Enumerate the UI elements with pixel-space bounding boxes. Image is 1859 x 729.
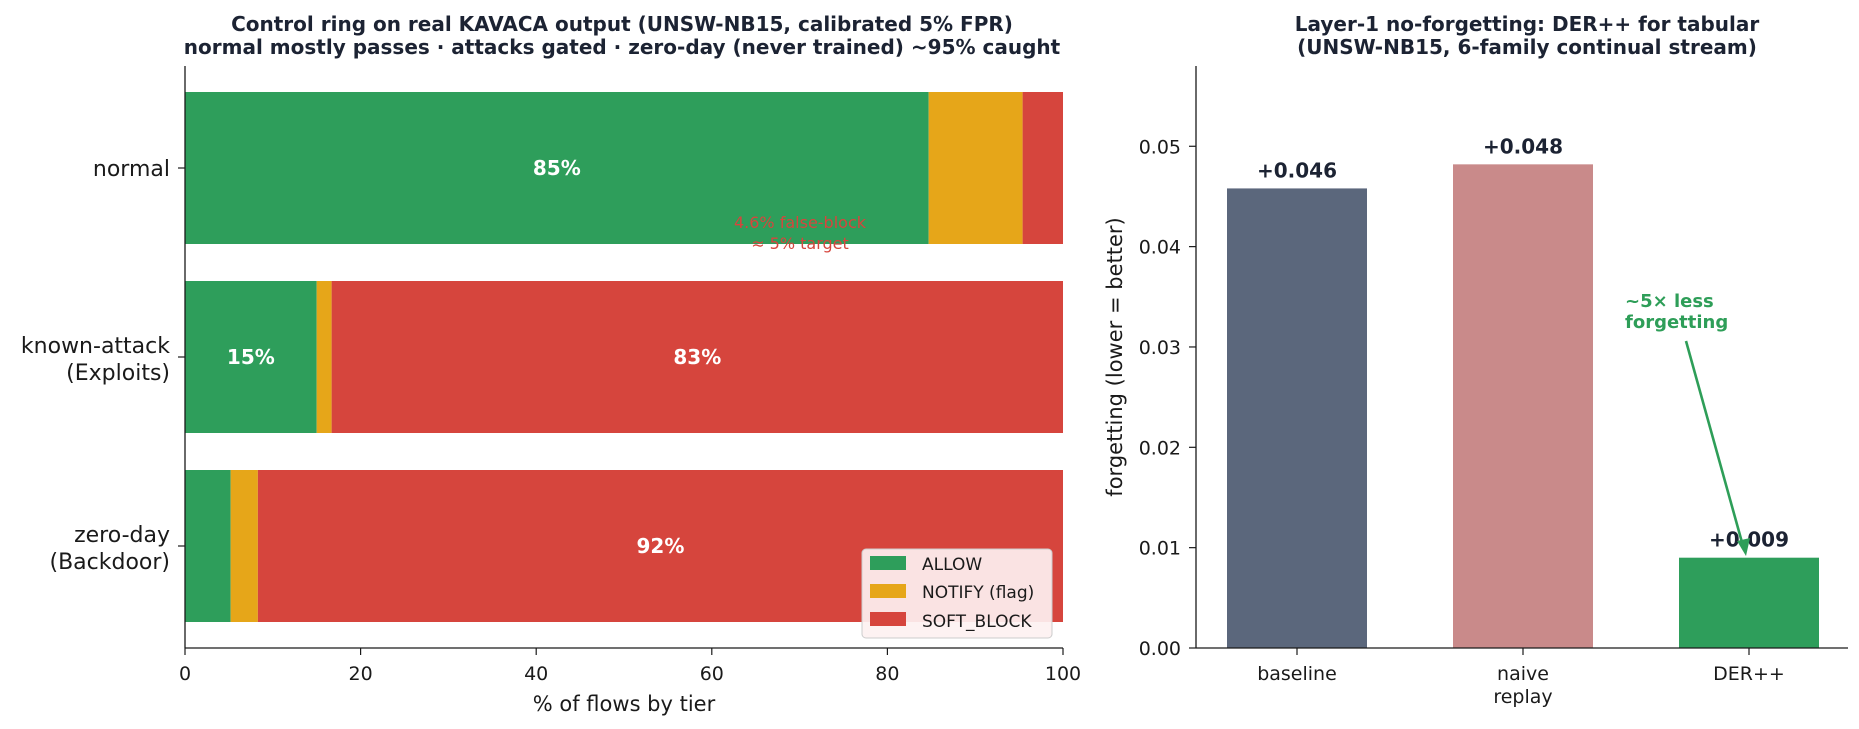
right-y-tick-label: 0.03 [1139, 337, 1181, 359]
left-bars [185, 92, 1064, 622]
row-sublabel: (Exploits) [66, 361, 170, 386]
bar-segment-notify-row-0 [928, 92, 1023, 244]
row-sublabel: (Backdoor) [49, 550, 170, 575]
left-x-axis-label: % of flows by tier [533, 692, 716, 716]
right-x-tick-label: DER++ [1713, 663, 1785, 685]
right-y-tick-label: 0.05 [1139, 136, 1181, 158]
right-y-tick-label: 0.04 [1139, 237, 1181, 259]
left-x-tick-label: 0 [179, 663, 191, 685]
right-y-axis-label: forgetting (lower = better) [1103, 217, 1127, 496]
left-bar-labels: 85% 15% 83% 92% [227, 156, 721, 558]
bar-percent-label: 85% [533, 156, 581, 180]
right-y-ticks: 0.00 0.01 0.02 0.03 0.04 0.05 [1139, 136, 1196, 660]
left-x-tick-label: 60 [700, 663, 724, 685]
bar-segment-notify-row-2 [230, 470, 258, 622]
legend: ALLOW NOTIFY (flag) SOFT_BLOCK [861, 548, 1053, 639]
right-y-tick-label: 0.00 [1139, 638, 1181, 660]
right-chart-subtitle: (UNSW-NB15, 6-family continual stream) [1297, 35, 1757, 59]
left-x-ticks: 0 20 40 60 80 100 [179, 648, 1081, 685]
right-x-tick-label: naive [1497, 663, 1549, 685]
less-forgetting-annotation-line1: ~5× less [1625, 291, 1714, 312]
row-label: normal [93, 157, 170, 182]
left-x-tick-label: 40 [524, 663, 548, 685]
false-block-annotation-line1: 4.6% false-block [734, 213, 867, 232]
legend-swatch-notify [870, 584, 906, 598]
false-block-annotation-line2: ≈ 5% target [751, 234, 849, 253]
right-x-tick-label: baseline [1257, 663, 1337, 685]
row-label: zero-day [74, 523, 170, 548]
left-x-tick-label: 80 [875, 663, 899, 685]
right-bars [1227, 164, 1819, 648]
legend-label-allow: ALLOW [922, 555, 982, 575]
left-x-tick-label: 100 [1045, 663, 1081, 685]
bar-percent-label: 83% [673, 345, 721, 369]
left-chart-title: Control ring on real KAVACA output (UNSW… [231, 12, 1013, 36]
forgetting-bar-1 [1453, 164, 1593, 648]
annotation-arrow-head [1737, 538, 1750, 556]
legend-label-notify: NOTIFY (flag) [922, 583, 1034, 603]
right-y-tick-label: 0.01 [1139, 538, 1181, 560]
bar-segment-allow-row-1 [185, 281, 317, 433]
less-forgetting-annotation-line2: forgetting [1625, 312, 1728, 333]
tier-distribution-chart: Control ring on real KAVACA output (UNSW… [21, 12, 1081, 716]
bar-percent-label: 15% [227, 345, 275, 369]
bar-segment-soft-block-row-1 [331, 281, 1064, 433]
bar-percent-label: 92% [636, 534, 684, 558]
row-label: known-attack [21, 334, 170, 359]
forgetting-value-label: +0.046 [1257, 158, 1337, 182]
bar-segment-notify-row-1 [316, 281, 332, 433]
left-y-ticks: normal known-attack(Exploits) zero-day(Bac… [21, 157, 185, 575]
annotation-arrow-shaft [1684, 340, 1745, 547]
forgetting-chart: Layer-1 no-forgetting: DER++ for tabular… [1103, 12, 1848, 708]
legend-label-soft-block: SOFT_BLOCK [922, 612, 1032, 632]
legend-swatch-allow [870, 556, 906, 570]
forgetting-bar-0 [1227, 188, 1367, 648]
right-value-labels: +0.046+0.048+0.009 [1257, 134, 1789, 551]
legend-swatch-soft-block [870, 612, 906, 626]
left-x-tick-label: 20 [349, 663, 373, 685]
right-x-tick-sublabel: replay [1493, 686, 1552, 708]
forgetting-bar-2 [1679, 557, 1819, 648]
left-chart-subtitle: normal mostly passes · attacks gated · z… [184, 35, 1061, 59]
bar-segment-soft-block-row-0 [1022, 92, 1063, 244]
forgetting-value-label: +0.048 [1483, 134, 1563, 158]
bar-segment-allow-row-0 [185, 92, 929, 244]
right-y-tick-label: 0.02 [1139, 437, 1181, 459]
bar-segment-allow-row-2 [185, 470, 231, 622]
right-chart-title: Layer-1 no-forgetting: DER++ for tabular [1295, 12, 1760, 36]
legend-box [861, 548, 1053, 639]
